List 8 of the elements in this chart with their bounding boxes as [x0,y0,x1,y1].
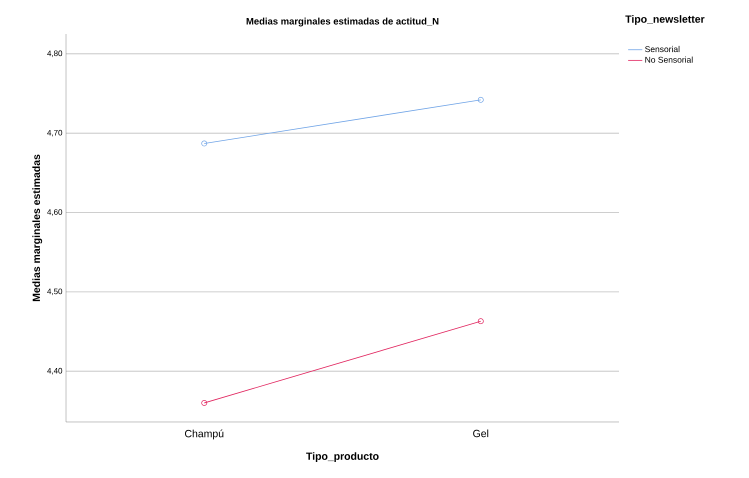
chart-title: Medias marginales estimadas de actitud_N [246,18,438,26]
legend-label: Sensorial [645,46,680,52]
legend-label: No Sensorial [645,56,693,63]
y-axis-title: Medias marginales estimadas [32,154,42,302]
x-tick-label: Champú [185,430,224,440]
legend-title: Tipo_newsletter [625,15,704,25]
x-axis-title: Tipo_producto [306,452,379,462]
x-tick-label: Gel [473,430,488,438]
